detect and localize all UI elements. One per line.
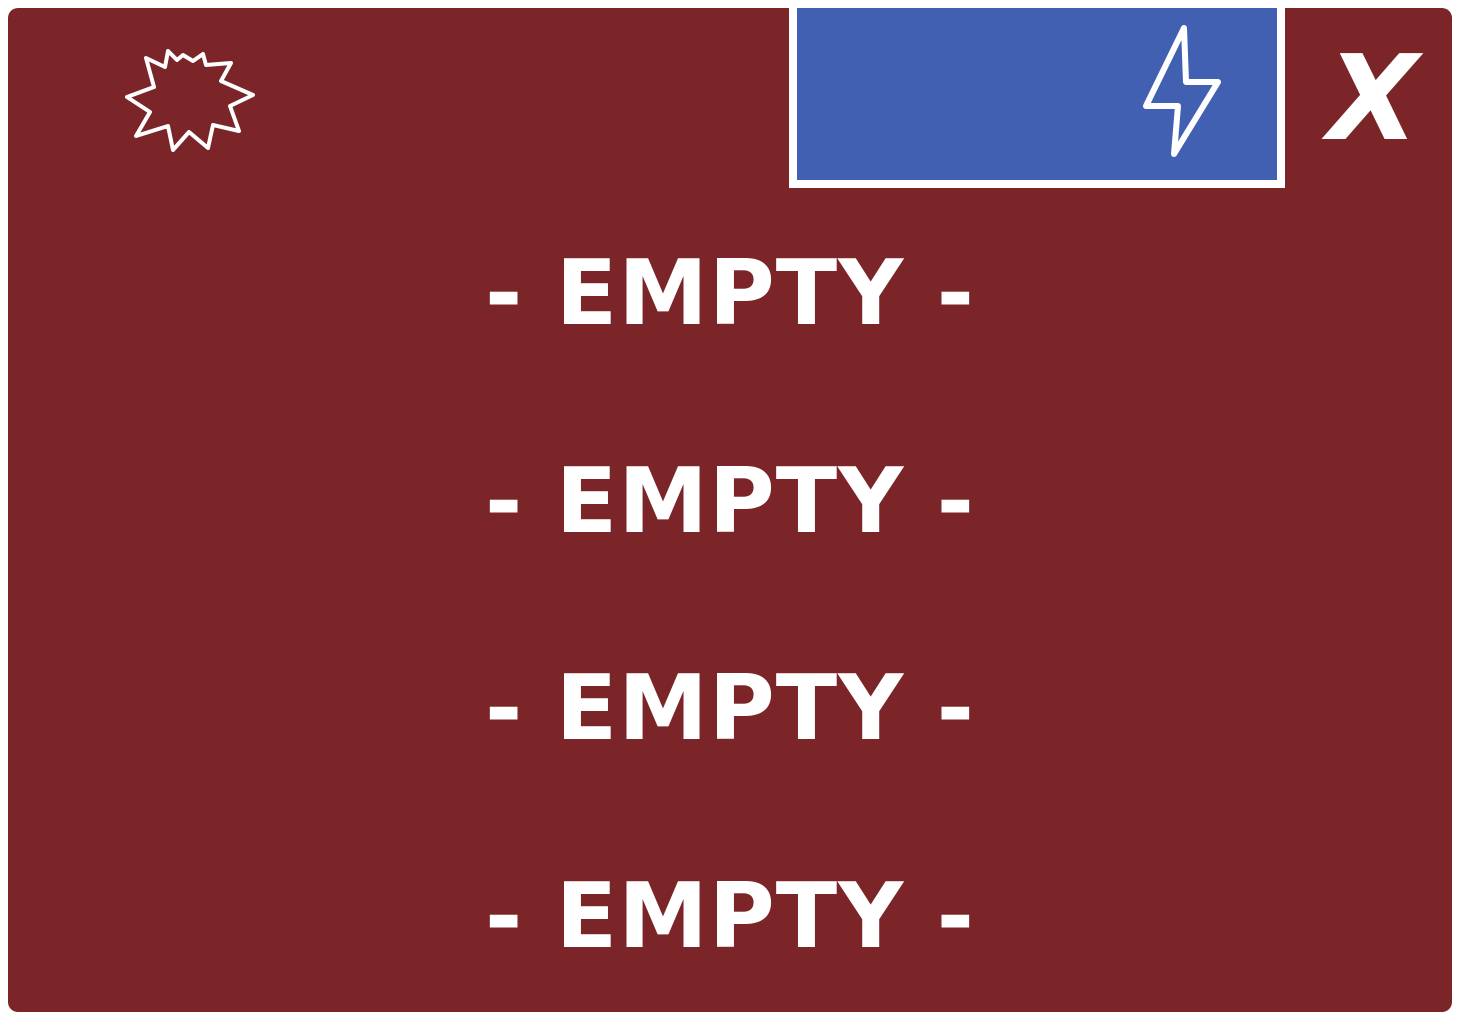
empty-slot-1[interactable]: - EMPTY - — [485, 241, 975, 346]
lightning-bolt-icon — [1143, 25, 1221, 157]
empty-slot-2[interactable]: - EMPTY - — [485, 449, 975, 554]
close-button[interactable]: X — [1327, 29, 1419, 167]
dialog-panel: X - EMPTY - - EMPTY - - EMPTY - - EMPTY … — [8, 8, 1452, 1012]
empty-slot-4[interactable]: - EMPTY - — [485, 864, 975, 969]
empty-slot-3[interactable]: - EMPTY - — [485, 656, 975, 761]
burst-icon — [125, 49, 255, 152]
power-button[interactable] — [789, 8, 1285, 188]
